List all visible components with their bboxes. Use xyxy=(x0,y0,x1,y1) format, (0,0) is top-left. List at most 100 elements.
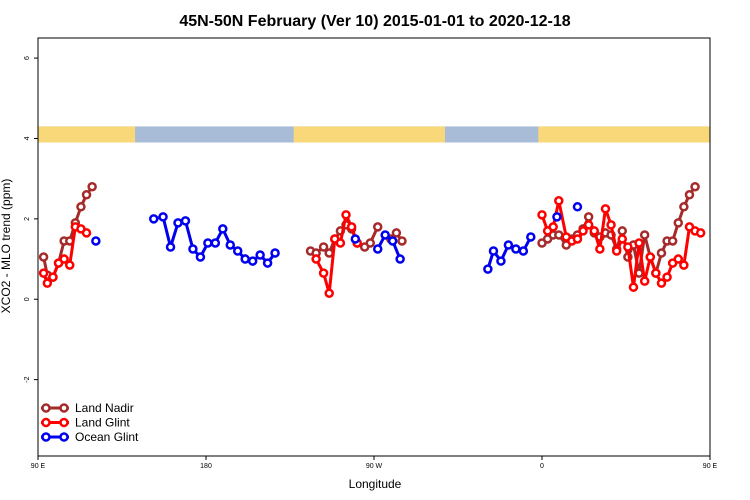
x-tick-label: 90 W xyxy=(366,463,383,470)
data-point-land-nadir xyxy=(617,226,628,236)
legend-marker-ocean-glint xyxy=(59,432,69,442)
data-point-ocean-glint xyxy=(380,230,390,240)
chart-title: 45N-50N February (Ver 10) 2015-01-01 to … xyxy=(179,13,570,30)
series-ocean-glint xyxy=(91,202,727,274)
x-axis: 90 E 180 90 W 0 90 E xyxy=(31,456,718,470)
x-tick-label: 180 xyxy=(200,463,212,470)
data-point-land-glint xyxy=(606,220,616,230)
land-band-1 xyxy=(293,126,445,143)
data-point-land-nadir xyxy=(667,236,678,246)
data-point-land-glint xyxy=(64,260,75,270)
data-point-land-nadir xyxy=(656,248,667,258)
data-point-ocean-glint xyxy=(158,212,168,222)
data-point-land-glint xyxy=(548,222,558,232)
legend-label-land-glint: Land Glint xyxy=(75,416,130,430)
data-point-land-nadir xyxy=(38,252,49,262)
data-point-land-nadir xyxy=(87,181,97,192)
legend-marker-land-glint xyxy=(41,417,51,428)
data-point-ocean-glint xyxy=(720,237,727,244)
data-point-land-nadir xyxy=(684,190,695,200)
data-point-land-glint xyxy=(537,210,547,220)
data-point-land-nadir xyxy=(365,238,376,248)
series-land-nadir xyxy=(38,181,700,282)
data-point-land-glint xyxy=(656,278,667,288)
data-point-ocean-glint xyxy=(488,246,499,256)
data-point-ocean-glint xyxy=(188,244,198,254)
data-point-land-glint xyxy=(324,288,334,298)
legend-marker-land-nadir xyxy=(41,403,51,413)
data-point-land-glint xyxy=(679,260,689,270)
data-point-land-glint xyxy=(572,234,583,244)
legend-marker-land-glint xyxy=(59,417,69,428)
data-point-ocean-glint xyxy=(552,212,562,222)
data-point-land-nadir xyxy=(679,202,689,212)
data-point-ocean-glint xyxy=(262,258,273,268)
data-point-land-glint xyxy=(335,238,346,248)
data-point-ocean-glint xyxy=(526,232,536,242)
data-point-ocean-glint xyxy=(240,254,250,264)
data-point-ocean-glint xyxy=(372,244,383,254)
land-ocean-strip xyxy=(38,126,710,143)
data-point-land-nadir xyxy=(554,230,564,240)
land-band-2 xyxy=(538,126,710,143)
series-land-glint xyxy=(38,196,706,298)
data-point-land-glint xyxy=(318,268,329,278)
data-point-land-nadir xyxy=(397,236,407,246)
legend-marker-ocean-glint xyxy=(41,432,51,442)
legend-marker-land-nadir xyxy=(59,403,69,413)
data-point-land-nadir xyxy=(673,218,684,228)
data-point-land-glint xyxy=(651,268,661,278)
data-point-ocean-glint xyxy=(255,250,265,260)
x-tick-label: 0 xyxy=(540,463,544,470)
data-point-ocean-glint xyxy=(203,238,213,248)
data-point-land-glint xyxy=(311,254,321,264)
data-point-land-glint xyxy=(38,268,49,278)
data-point-land-nadir xyxy=(391,228,402,238)
series-layer xyxy=(38,181,727,298)
x-tick-label: 90 E xyxy=(703,463,718,470)
data-point-land-glint xyxy=(600,204,611,214)
data-point-ocean-glint xyxy=(518,246,529,256)
data-point-land-glint xyxy=(662,272,672,282)
y-tick-label: -2 xyxy=(24,376,31,382)
data-point-land-glint xyxy=(583,220,594,230)
data-point-land-nadir xyxy=(690,181,700,192)
data-point-ocean-glint xyxy=(91,236,101,246)
data-point-ocean-glint xyxy=(247,256,258,266)
data-point-land-nadir xyxy=(81,190,92,200)
data-point-ocean-glint xyxy=(503,240,514,250)
data-point-land-glint xyxy=(595,244,605,254)
data-point-land-nadir xyxy=(639,230,650,240)
data-point-ocean-glint xyxy=(210,238,221,248)
data-point-ocean-glint xyxy=(350,234,361,244)
data-point-land-glint xyxy=(48,272,58,282)
data-point-ocean-glint xyxy=(165,242,176,252)
x-axis-label: Longitude xyxy=(349,477,402,491)
data-point-land-nadir xyxy=(372,222,383,232)
data-point-ocean-glint xyxy=(572,202,583,212)
data-point-ocean-glint xyxy=(180,216,191,226)
y-tick-label: 4 xyxy=(24,136,31,140)
data-point-land-glint xyxy=(578,226,588,236)
data-point-ocean-glint xyxy=(395,254,405,264)
data-point-land-glint xyxy=(554,196,564,206)
data-point-land-glint xyxy=(617,234,628,244)
land-band-0 xyxy=(38,126,136,143)
data-point-land-glint xyxy=(59,254,69,264)
data-point-ocean-glint xyxy=(483,264,493,274)
data-point-land-glint xyxy=(42,278,53,288)
data-point-land-glint xyxy=(645,252,656,262)
legend-label-land-nadir: Land Nadir xyxy=(75,401,134,415)
y-tick-label: 2 xyxy=(24,217,31,221)
data-point-ocean-glint xyxy=(270,248,280,258)
y-axis: -2 0 2 4 6 xyxy=(24,56,38,383)
data-point-land-nadir xyxy=(318,242,329,252)
data-point-land-glint xyxy=(81,228,92,238)
data-point-ocean-glint xyxy=(496,256,506,266)
data-point-land-glint xyxy=(346,222,357,232)
data-point-land-glint xyxy=(634,238,644,248)
data-point-ocean-glint xyxy=(225,240,236,250)
data-point-ocean-glint xyxy=(387,236,398,246)
